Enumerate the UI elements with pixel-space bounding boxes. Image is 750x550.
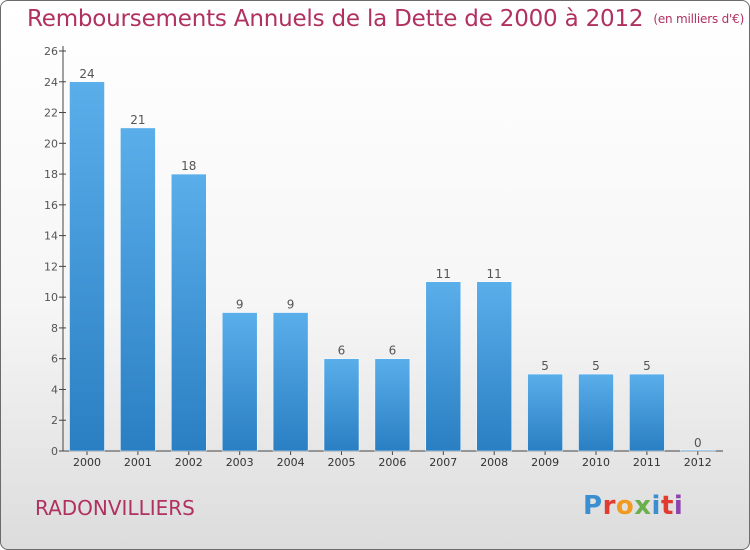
bar-2011 (629, 373, 665, 452)
value-label-2004: 9 (287, 298, 295, 312)
y-tick-label: 10 (44, 291, 58, 304)
x-tick-label-2010: 2010 (582, 456, 610, 469)
y-tick-label: 2 (51, 414, 58, 427)
y-tick-label: 22 (44, 107, 58, 120)
value-label-2005: 6 (338, 344, 346, 358)
x-tick-label-2006: 2006 (378, 456, 406, 469)
y-tick-label: 26 (44, 45, 58, 58)
y-tick-label: 0 (51, 445, 58, 458)
bar-2010 (578, 373, 614, 452)
y-tick-label: 4 (51, 383, 58, 396)
value-label-2008: 11 (487, 267, 502, 281)
bar-2012 (680, 449, 716, 452)
labels: 2000 24 2001 21 2002 18 2003 9 2004 9 2005 6 2006 6 20… (73, 67, 712, 469)
bars (69, 81, 716, 452)
value-label-2006: 6 (389, 344, 397, 358)
value-label-2001: 21 (130, 113, 145, 127)
logo-letter: i (673, 491, 684, 521)
logo-letter: P (583, 491, 603, 521)
x-tick-label-2005: 2005 (328, 456, 356, 469)
proxiti-logo: Proxiti (583, 491, 683, 521)
y-tick-label: 12 (44, 260, 58, 273)
logo-letter: o (615, 491, 635, 521)
chart-unit: (en milliers d'€) (653, 12, 745, 26)
x-tick-label-2004: 2004 (277, 456, 305, 469)
bar-2005 (323, 358, 360, 452)
x-tick-label-2001: 2001 (124, 456, 152, 469)
logo-letter: i (651, 491, 661, 521)
bar-2006 (374, 358, 411, 452)
y-tick-label: 6 (51, 353, 58, 366)
value-label-2009: 5 (541, 359, 549, 373)
y-tick-label: 16 (44, 199, 58, 212)
bar-2000 (69, 81, 105, 452)
x-tick-label-2008: 2008 (480, 456, 508, 469)
y-tick-label: 20 (44, 137, 58, 150)
bar-2007 (425, 281, 462, 452)
bar-2008 (476, 281, 512, 452)
value-label-2003: 9 (236, 298, 244, 312)
x-tick-label-2009: 2009 (531, 456, 559, 469)
bar-2003 (221, 312, 258, 452)
logo-letter: t (660, 491, 674, 521)
x-tick-label-2002: 2002 (175, 456, 203, 469)
logo-letter: r (602, 491, 616, 521)
y-tick-label: 24 (44, 76, 58, 89)
bar-2001 (120, 127, 156, 452)
x-tick-label-2000: 2000 (73, 456, 101, 469)
value-label-2012: 0 (694, 436, 702, 450)
x-tick-label-2007: 2007 (429, 456, 457, 469)
y-tick-label: 18 (44, 168, 58, 181)
value-label-2000: 24 (79, 67, 94, 81)
y-tick-label: 8 (51, 322, 58, 335)
commune-name: RADONVILLIERS (35, 496, 195, 520)
chart-title-text: Remboursements Annuels de la Dette de 20… (27, 6, 644, 32)
x-tick-label-2003: 2003 (226, 456, 254, 469)
x-tick-label-2011: 2011 (633, 456, 661, 469)
logo-letter: x (634, 491, 652, 521)
value-label-2011: 5 (643, 359, 651, 373)
value-label-2010: 5 (592, 359, 600, 373)
x-tick-label-2012: 2012 (684, 456, 712, 469)
bar-2004 (272, 312, 309, 452)
bar-2002 (171, 173, 207, 452)
value-label-2002: 18 (181, 159, 196, 173)
bar-2009 (527, 373, 563, 452)
y-tick-label: 14 (44, 230, 58, 243)
value-label-2007: 11 (436, 267, 451, 281)
chart-title: Remboursements Annuels de la Dette de 20… (27, 6, 744, 32)
